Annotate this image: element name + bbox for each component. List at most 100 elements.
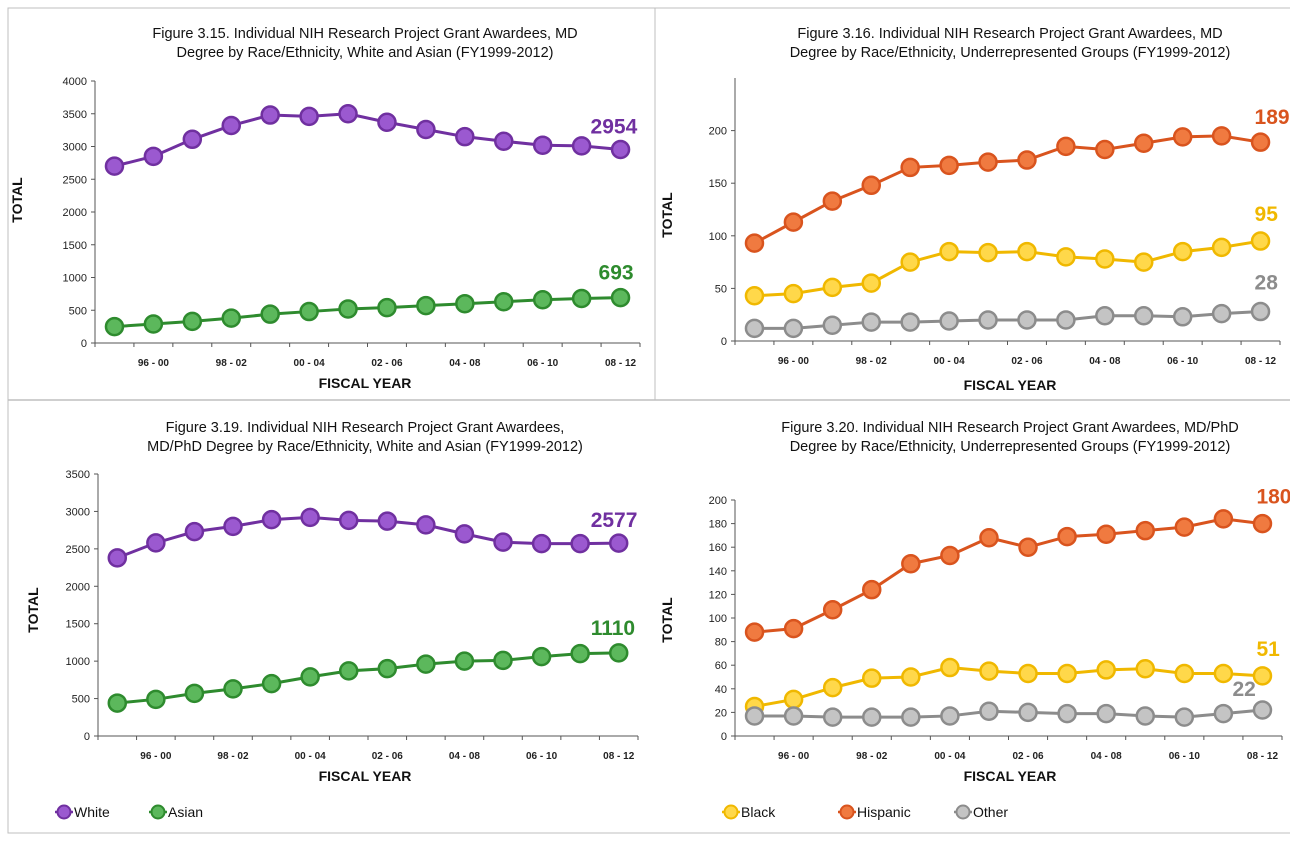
data-point-hispanic	[900, 157, 920, 178]
data-point-hispanic	[861, 175, 881, 196]
legend-item-asian: Asian	[149, 804, 203, 820]
chart-title-line: Degree by Race/Ethnicity, White and Asia…	[177, 45, 554, 61]
data-point-white	[221, 115, 241, 136]
data-point-asian	[299, 301, 319, 322]
series-other: 22	[744, 678, 1273, 727]
y-tick-label: 50	[715, 283, 727, 295]
data-point-white	[338, 510, 359, 531]
chart-title: Figure 3.16. Individual NIH Research Pro…	[790, 26, 1231, 61]
series-white: 2577	[107, 507, 637, 568]
y-tick-label: 2500	[66, 544, 90, 556]
legend-marker	[723, 804, 739, 820]
x-tick-label: 04 - 08	[1089, 356, 1121, 367]
data-point-asian	[571, 288, 592, 309]
legend-label: Black	[741, 804, 776, 820]
end-value-label: 22	[1232, 678, 1255, 701]
data-point-white	[531, 533, 552, 554]
legend-marker	[839, 804, 855, 820]
data-point-hispanic	[1095, 139, 1115, 160]
y-tick-label: 2500	[63, 174, 87, 186]
data-point-black	[744, 286, 765, 306]
x-tick-label: 04 - 08	[449, 358, 481, 369]
data-point-asian	[184, 683, 205, 704]
series-other: 28	[744, 272, 1278, 339]
series-line-hispanic	[753, 134, 1261, 245]
x-tick-label: 06 - 10	[526, 751, 558, 762]
y-tick-label: 500	[69, 305, 87, 317]
data-point-hispanic	[1250, 132, 1271, 152]
y-axis-title: TOTAL	[659, 597, 675, 643]
legend-item-other: Other	[954, 804, 1008, 820]
data-point-other	[939, 311, 959, 331]
y-tick-label: 150	[709, 178, 727, 190]
data-point-hispanic	[1252, 513, 1273, 534]
data-point-other	[1250, 301, 1271, 322]
legend-label: Hispanic	[857, 804, 911, 820]
y-tick-label: 140	[709, 566, 727, 578]
y-tick-label: 3000	[66, 506, 90, 518]
data-point-asian	[416, 295, 436, 316]
data-point-white	[300, 507, 320, 528]
x-axis-title: FISCAL YEAR	[319, 375, 412, 391]
x-tick-label: 96 - 00	[778, 356, 810, 367]
data-point-hispanic	[1018, 537, 1038, 557]
data-point-white	[223, 516, 243, 537]
y-tick-label: 2000	[66, 581, 90, 593]
data-point-hispanic	[1057, 526, 1077, 547]
data-point-asian	[146, 689, 166, 710]
data-point-other	[1174, 707, 1195, 727]
legend-item-black: Black	[722, 804, 776, 820]
x-tick-label: 00 - 04	[934, 356, 966, 367]
data-point-asian	[610, 287, 631, 308]
legend-label: Other	[973, 804, 1008, 820]
series-white: 2954	[104, 104, 638, 176]
data-point-black	[1096, 660, 1116, 680]
y-tick-label: 80	[715, 637, 727, 649]
x-tick-label: 96 - 00	[138, 358, 170, 369]
chart-2: Figure 3.16. Individual NIH Research Pro…	[659, 26, 1290, 393]
x-tick-label: 00 - 04	[295, 751, 327, 762]
y-tick-label: 40	[715, 684, 727, 696]
y-tick-label: 60	[715, 660, 727, 672]
y-tick-label: 200	[709, 126, 727, 138]
y-tick-label: 500	[72, 694, 90, 706]
data-point-asian	[493, 650, 513, 671]
data-point-other	[862, 707, 882, 727]
chart-title: Figure 3.20. Individual NIH Research Pro…	[781, 420, 1239, 455]
series-hispanic: 189	[744, 106, 1290, 253]
legend-item-white: White	[55, 804, 110, 820]
end-value-label: 189	[1255, 106, 1290, 129]
data-point-black	[783, 689, 804, 710]
data-point-black	[1174, 663, 1195, 684]
data-point-hispanic	[940, 545, 960, 566]
data-point-black	[900, 252, 920, 272]
y-tick-label: 100	[709, 613, 727, 625]
data-point-hispanic	[1172, 127, 1193, 147]
data-point-other	[1172, 307, 1193, 327]
data-point-other	[1096, 703, 1116, 724]
data-point-white	[493, 532, 513, 552]
data-point-asian	[338, 661, 359, 681]
data-point-white	[455, 126, 475, 147]
data-point-hispanic	[939, 155, 959, 176]
chart-title-line: Degree by Race/Ethnicity, Underrepresent…	[790, 45, 1231, 61]
data-point-asian	[494, 291, 514, 312]
x-tick-label: 98 - 02	[856, 356, 888, 367]
data-point-black	[1135, 658, 1155, 679]
data-point-hispanic	[901, 553, 921, 574]
y-tick-label: 180	[709, 519, 727, 531]
data-point-black	[783, 283, 804, 304]
y-tick-label: 1500	[66, 619, 90, 631]
x-tick-label: 02 - 06	[372, 751, 404, 762]
series-asian: 1110	[107, 617, 635, 713]
data-point-other	[1213, 703, 1234, 724]
x-tick-label: 06 - 10	[527, 358, 559, 369]
data-point-white	[377, 112, 397, 133]
legend-marker	[955, 804, 971, 820]
data-point-hispanic	[1096, 524, 1116, 544]
legend-left: White Asian	[55, 804, 203, 820]
data-point-black	[1017, 241, 1037, 262]
data-point-white	[377, 511, 398, 531]
x-tick-label: 98 - 02	[216, 358, 248, 369]
data-point-asian	[143, 314, 164, 334]
